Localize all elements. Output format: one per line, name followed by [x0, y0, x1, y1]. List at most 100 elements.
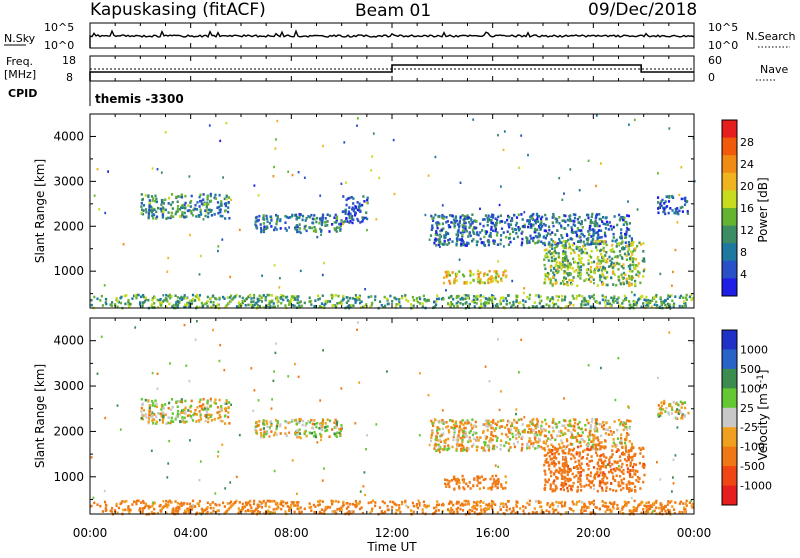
echo-cell — [276, 301, 278, 304]
echo-cell — [222, 176, 224, 178]
echo-cell — [548, 229, 550, 232]
echo-cell — [212, 301, 214, 304]
echo-cell — [190, 200, 192, 203]
echo-cell — [423, 295, 425, 298]
echo-cell — [220, 208, 222, 210]
echo-cell — [518, 214, 520, 217]
nsky-tick-bottom: 10^0 — [44, 39, 74, 52]
echo-cell — [447, 425, 449, 428]
echo-cell — [386, 370, 388, 372]
echo-cell — [434, 301, 436, 303]
echo-cell — [608, 256, 610, 259]
echo-cell — [548, 478, 550, 481]
echo-cell — [628, 300, 630, 303]
echo-cell — [338, 227, 340, 230]
echo-cell — [591, 276, 593, 279]
echo-cell — [182, 204, 184, 207]
echo-cell — [508, 243, 510, 246]
echo-cell — [157, 412, 159, 415]
echo-cell — [288, 506, 290, 509]
echo-cell — [352, 218, 354, 221]
echo-cell — [651, 299, 653, 302]
echo-cell — [456, 242, 458, 245]
echo-cell — [282, 505, 284, 508]
echo-cell — [635, 470, 637, 473]
echo-cell — [613, 438, 615, 441]
echo-cell — [94, 195, 96, 197]
echo-cell — [120, 302, 122, 305]
echo-cell — [522, 299, 524, 302]
echo-cell — [447, 438, 449, 441]
velocity-echoes — [90, 320, 694, 516]
echo-cell — [609, 221, 611, 224]
echo-cell — [526, 220, 528, 223]
echo-cell — [104, 501, 106, 504]
echo-cell — [559, 241, 561, 244]
echo-cell — [195, 215, 197, 218]
echo-cell — [349, 297, 351, 300]
echo-cell — [584, 505, 586, 508]
echo-cell — [541, 421, 543, 424]
echo-cell — [621, 237, 623, 240]
echo-cell — [496, 270, 498, 273]
echo-cell — [575, 503, 577, 506]
echo-cell — [263, 419, 265, 422]
echo-cell — [105, 504, 107, 507]
echo-cell — [573, 297, 575, 300]
echo-cell — [486, 508, 488, 511]
echo-cell — [581, 220, 583, 223]
echo-cell — [634, 301, 636, 304]
echo-cell — [528, 424, 530, 427]
echo-cell — [212, 507, 214, 510]
echo-cell — [145, 208, 147, 211]
echo-cell — [490, 281, 492, 284]
echo-cell — [589, 225, 591, 228]
echo-cell — [460, 243, 462, 246]
echo-cell — [302, 424, 304, 427]
echo-cell — [488, 244, 490, 247]
echo-cell — [615, 284, 617, 287]
echo-cell — [606, 421, 608, 424]
echo-cell — [630, 461, 632, 464]
echo-cell — [97, 168, 99, 170]
echo-cell — [626, 464, 628, 467]
echo-cell — [560, 439, 562, 442]
echo-cell — [612, 240, 614, 243]
echo-cell — [525, 300, 527, 303]
echo-cell — [546, 440, 548, 443]
echo-cell — [125, 294, 127, 297]
echo-cell — [669, 501, 671, 504]
echo-cell — [553, 460, 555, 463]
echo-cell — [267, 425, 269, 428]
echo-cell — [602, 421, 604, 424]
echo-cell — [141, 305, 143, 308]
echo-cell — [576, 439, 578, 442]
echo-cell — [436, 429, 438, 432]
echo-cell — [458, 270, 460, 273]
echo-cell — [428, 299, 430, 302]
echo-cell — [595, 420, 597, 423]
echo-cell — [592, 233, 594, 236]
echo-cell — [639, 282, 641, 285]
echo-cell — [532, 445, 534, 448]
echo-cell — [111, 510, 113, 513]
echo-cell — [276, 296, 278, 299]
nsearch-label: N.Search — [746, 30, 796, 43]
echo-cell — [157, 299, 159, 302]
echo-cell — [604, 234, 606, 237]
echo-cell — [107, 170, 109, 172]
echo-cell — [615, 445, 617, 448]
echo-cell — [144, 300, 146, 303]
echo-cell — [534, 447, 536, 450]
nave-tick-top: 60 — [708, 54, 722, 67]
echo-cell — [224, 210, 226, 213]
echo-cell — [152, 217, 154, 220]
echo-cell — [610, 276, 612, 279]
echo-cell — [208, 209, 210, 212]
echo-cell — [190, 410, 192, 413]
echo-cell — [152, 501, 154, 503]
echo-cell — [145, 194, 147, 197]
echo-cell — [433, 507, 435, 510]
echo-cell — [535, 440, 537, 443]
echo-cell — [635, 273, 637, 276]
